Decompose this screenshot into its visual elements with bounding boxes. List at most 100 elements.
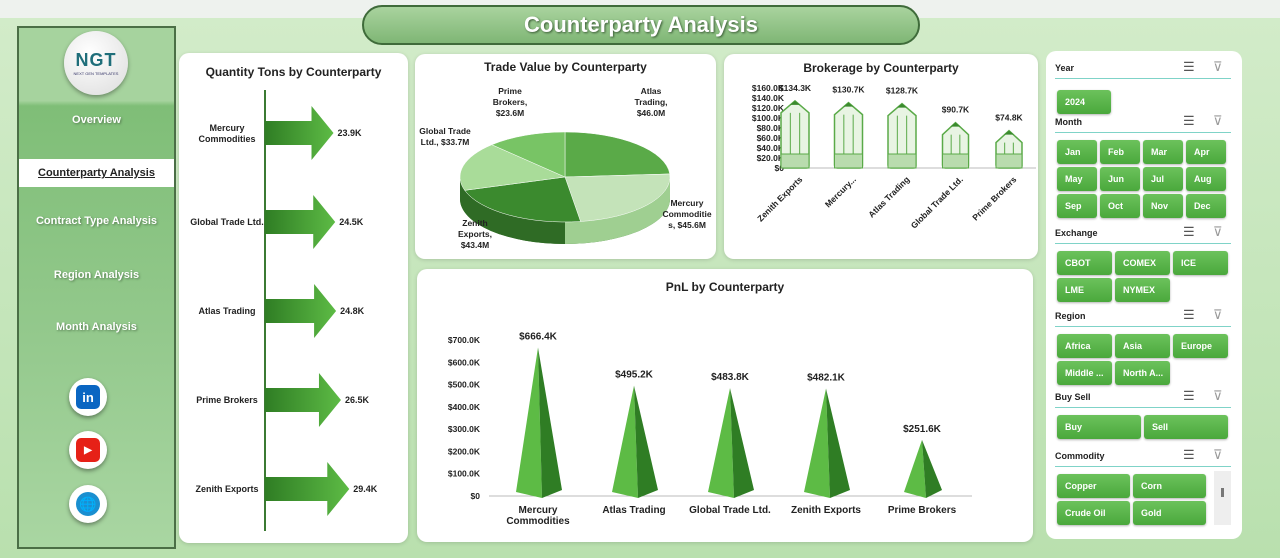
brokerage-category-label: Global Trade Ltd. — [909, 174, 965, 230]
multi-select-icon[interactable]: ☰ — [1183, 113, 1195, 128]
pie-data-label: Mercury Commoditie s, $45.6M — [662, 198, 711, 230]
linkedin-button[interactable]: in — [69, 378, 107, 416]
buy-sell-slicer-item[interactable]: Buy — [1057, 415, 1141, 439]
multi-select-icon[interactable]: ☰ — [1183, 447, 1195, 462]
clear-filter-icon[interactable]: ⊽ — [1213, 59, 1223, 74]
pnl-y-tick: $100.0K — [448, 469, 481, 479]
pnl-chart-title: PnL by Counterparty — [665, 280, 785, 294]
pie-slice — [491, 131, 566, 178]
pie-data-label: Zenith Exports, $43.4M — [458, 218, 492, 250]
region-slicer-item[interactable]: North A... — [1115, 361, 1170, 385]
quantity-chart: Mercury Commodities 23.9K Global Trade Ltd.… — [190, 90, 378, 531]
exchange-slicer-item[interactable]: LME — [1057, 278, 1112, 302]
nav-month-analysis[interactable]: Month Analysis — [56, 321, 137, 333]
commodity-slicer-scrollbar[interactable] — [1214, 471, 1231, 525]
linkedin-icon: in — [76, 385, 100, 409]
month-slicer-item[interactable]: Dec — [1186, 194, 1226, 218]
month-slicer-item[interactable]: Apr — [1186, 140, 1226, 164]
nav-region-analysis[interactable]: Region Analysis — [53, 269, 140, 281]
month-slicer-item[interactable]: Nov — [1143, 194, 1183, 218]
commodity-slicer-item[interactable]: Corn — [1133, 474, 1206, 498]
brokerage-pencil-band — [887, 153, 917, 169]
year-slicer-title: Year — [1055, 63, 1075, 73]
exchange-slicer-item[interactable]: NYMEX — [1115, 278, 1170, 302]
logo-subtext: NEXT GEN TEMPLATES — [73, 71, 119, 76]
brokerage-pencil-band — [995, 153, 1023, 169]
brokerage-category-label: Prime Brokers — [970, 174, 1018, 222]
youtube-button[interactable]: ▶ — [69, 431, 107, 469]
pie-slice — [464, 176, 581, 223]
slicer-panel: Year ☰ ⊽ 2024 Month ☰ ⊽ Jan Feb Mar Apr May Jun Jul Au… — [1046, 51, 1242, 539]
pnl-y-tick: $600.0K — [448, 357, 481, 367]
region-slicer-item[interactable]: Africa — [1057, 334, 1112, 358]
month-slicer-item[interactable]: Jan — [1057, 140, 1097, 164]
month-slicer-item[interactable]: Sep — [1057, 194, 1097, 218]
brokerage-value-label: $74.8K — [995, 113, 1023, 123]
month-slicer-header: Month ☰ ⊽ — [1055, 113, 1231, 133]
buy-sell-slicer-item[interactable]: Sell — [1144, 415, 1228, 439]
pnl-value-label: $251.6K — [903, 424, 942, 435]
pie-slice — [459, 144, 566, 191]
month-slicer-item[interactable]: Oct — [1100, 194, 1140, 218]
month-slicer-item[interactable]: Mar — [1143, 140, 1183, 164]
quantity-value-label: 24.5K — [339, 217, 364, 227]
youtube-icon: ▶ — [76, 438, 100, 462]
clear-filter-icon[interactable]: ⊽ — [1213, 224, 1223, 239]
nav-counterparty-analysis[interactable]: Counterparty Analysis — [19, 159, 174, 187]
region-slicer-item[interactable]: Middle ... — [1057, 361, 1112, 385]
pnl-y-tick: $700.0K — [448, 335, 481, 345]
month-slicer-item[interactable]: Jun — [1100, 167, 1140, 191]
month-slicer-title: Month — [1055, 117, 1082, 127]
quantity-value-label: 29.4K — [353, 484, 378, 494]
brokerage-value-label: $128.7K — [886, 86, 919, 96]
month-slicer-item[interactable]: Aug — [1186, 167, 1226, 191]
month-slicer-item[interactable]: May — [1057, 167, 1097, 191]
brokerage-y-tick: $100.0K — [752, 113, 785, 123]
brokerage-value-label: $134.3K — [779, 83, 812, 93]
commodity-slicer-item[interactable]: Crude Oil — [1057, 501, 1130, 525]
pnl-chart-card: PnL by Counterparty $0 $100.0K $200.0K $300… — [417, 269, 1033, 542]
quantity-category-label: Mercury Commodities — [198, 123, 255, 144]
exchange-slicer-title: Exchange — [1055, 228, 1098, 238]
month-slicer-item[interactable]: Jul — [1143, 167, 1183, 191]
pnl-chart: $0 $100.0K $200.0K $300.0K $400.0K $500.0K $60… — [448, 331, 972, 527]
pnl-y-tick: $0 — [471, 491, 481, 501]
commodity-slicer-title: Commodity — [1055, 451, 1105, 461]
pnl-y-tick: $500.0K — [448, 380, 481, 390]
website-button[interactable]: 🌐 — [69, 485, 107, 523]
region-slicer-item[interactable]: Europe — [1173, 334, 1228, 358]
pnl-value-label: $666.4K — [519, 331, 558, 342]
brokerage-y-tick: $140.0K — [752, 93, 785, 103]
multi-select-icon[interactable]: ☰ — [1183, 59, 1195, 74]
pnl-value-label: $482.1K — [807, 373, 846, 384]
multi-select-icon[interactable]: ☰ — [1183, 307, 1195, 322]
month-slicer-item[interactable]: Feb — [1100, 140, 1140, 164]
commodity-slicer-item[interactable]: Copper — [1057, 474, 1130, 498]
brokerage-y-tick: $160.0K — [752, 83, 785, 93]
page-title-text: Counterparty Analysis — [524, 12, 758, 37]
pnl-pyramid-side — [538, 347, 562, 498]
brokerage-y-tick: $120.0K — [752, 103, 785, 113]
pnl-pyramid-bar — [612, 385, 638, 498]
nav-contract-type-analysis[interactable]: Contract Type Analysis — [35, 215, 158, 227]
region-slicer-item[interactable]: Asia — [1115, 334, 1170, 358]
clear-filter-icon[interactable]: ⊽ — [1213, 113, 1223, 128]
exchange-slicer-item[interactable]: COMEX — [1115, 251, 1170, 275]
brokerage-y-tick: $60.0K — [757, 133, 785, 143]
multi-select-icon[interactable]: ☰ — [1183, 388, 1195, 403]
pnl-category-label: Atlas Trading — [602, 505, 665, 516]
year-slicer-header: Year ☰ ⊽ — [1055, 59, 1231, 79]
clear-filter-icon[interactable]: ⊽ — [1213, 447, 1223, 462]
exchange-slicer-item[interactable]: ICE — [1173, 251, 1228, 275]
exchange-slicer-item[interactable]: CBOT — [1057, 251, 1112, 275]
year-slicer-item[interactable]: 2024 — [1057, 90, 1111, 114]
brokerage-pencil-tip — [1004, 130, 1014, 135]
quantity-category-label: Atlas Trading — [198, 306, 255, 316]
brokerage-chart-card: Brokerage by Counterparty $0 $20.0K $40.0K… — [724, 54, 1038, 259]
clear-filter-icon[interactable]: ⊽ — [1213, 388, 1223, 403]
clear-filter-icon[interactable]: ⊽ — [1213, 307, 1223, 322]
scrollbar-thumb[interactable] — [1221, 488, 1224, 497]
commodity-slicer-item[interactable]: Gold — [1133, 501, 1206, 525]
multi-select-icon[interactable]: ☰ — [1183, 224, 1195, 239]
nav-overview[interactable]: Overview — [72, 114, 121, 126]
